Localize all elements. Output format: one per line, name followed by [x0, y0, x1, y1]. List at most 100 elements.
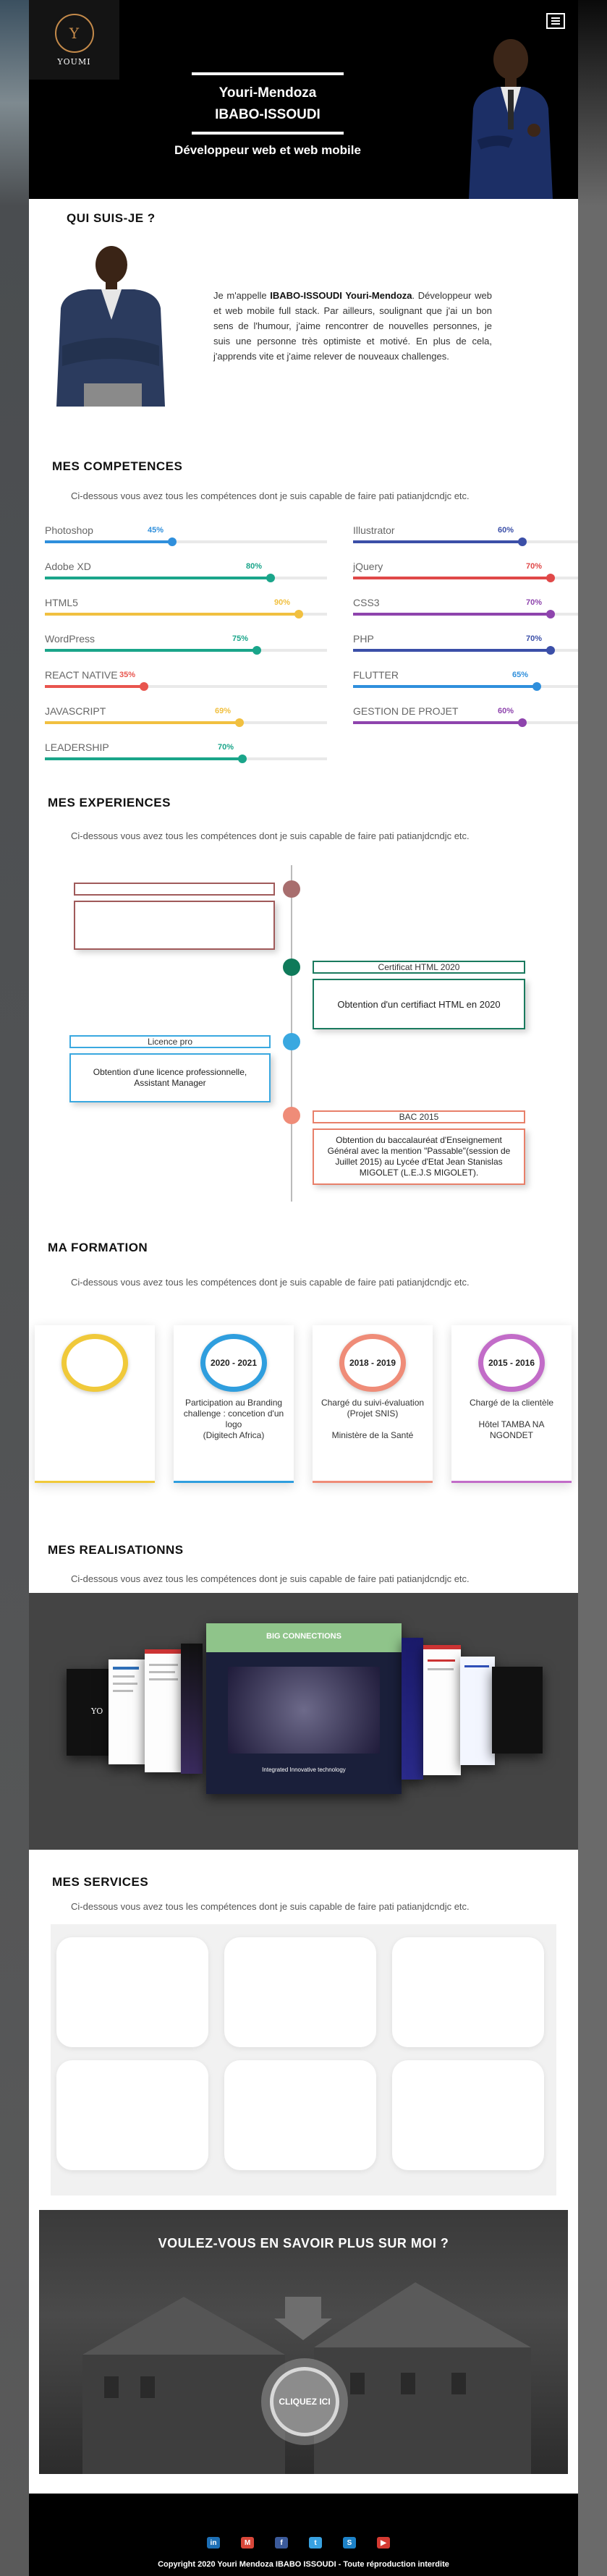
- realisations-carousel[interactable]: YO BIG CONNECTIONS Integrated Innovative…: [29, 1593, 578, 1850]
- skills-subtitle: Ci-dessous vous avez tous les compétence…: [71, 490, 470, 501]
- service-card-1[interactable]: [56, 1937, 208, 2047]
- skill-fill: [45, 540, 172, 543]
- service-card-2[interactable]: [224, 1937, 376, 2047]
- skill-left-2: Adobe XD 80%: [45, 561, 349, 590]
- skill-left-3: HTML5 90%: [45, 597, 349, 626]
- formation-card-3: 2018 - 2019 Chargé du suivi-évaluation (…: [313, 1325, 433, 1483]
- skill-handle: [252, 646, 261, 655]
- timeline-box-4: Obtention du baccalauréat d'Enseignement…: [313, 1128, 525, 1185]
- skill-handle: [546, 646, 555, 655]
- formation-bar-1: [35, 1481, 155, 1483]
- carousel-slide-center[interactable]: BIG CONNECTIONS Integrated Innovative te…: [206, 1623, 402, 1794]
- timeline-label-2: Certificat HTML 2020: [313, 961, 525, 974]
- center-slide-title: BIG CONNECTIONS: [266, 1632, 341, 1641]
- skype-icon[interactable]: S: [343, 2537, 356, 2549]
- skill-name: REACT NATIVE: [45, 669, 118, 681]
- services-title: MES SERVICES: [52, 1875, 149, 1889]
- timeline-label-4: BAC 2015: [313, 1110, 525, 1123]
- skill-fill: [353, 613, 551, 616]
- skill-right-1: Illustrator 60%: [353, 524, 578, 553]
- skill-handle: [518, 537, 527, 546]
- skill-name: jQuery: [353, 561, 383, 572]
- formation-title: MA FORMATION: [48, 1241, 148, 1254]
- skill-name: CSS3: [353, 597, 380, 608]
- formation-card-4: 2015 - 2016 Chargé de la clientèle Hôtel…: [451, 1325, 572, 1483]
- formation-text-3: Chargé du suivi-évaluation (Projet SNIS)…: [321, 1398, 425, 1440]
- skill-track: [45, 754, 327, 763]
- skill-handle: [546, 574, 555, 582]
- cta-button-label: CLIQUEZ ICI: [270, 2367, 339, 2436]
- menu-button[interactable]: [546, 13, 565, 29]
- carousel-slide-3[interactable]: [145, 1649, 184, 1772]
- skill-name: FLUTTER: [353, 669, 399, 681]
- skill-percent: 80%: [246, 562, 263, 571]
- skill-fill: [45, 685, 144, 688]
- carousel-slide-6[interactable]: [402, 1638, 423, 1780]
- skill-name: Adobe XD: [45, 561, 91, 572]
- gmail-icon[interactable]: M: [241, 2537, 254, 2549]
- skill-percent: 75%: [232, 634, 249, 643]
- hero-divider-bottom: [192, 132, 344, 135]
- skill-percent: 90%: [274, 598, 291, 607]
- skill-name: GESTION DE PROJET: [353, 705, 459, 717]
- service-card-5[interactable]: [224, 2060, 376, 2170]
- about-name: IBABO-ISSOUDI Youri-Mendoza: [270, 290, 412, 301]
- skill-right-4: PHP 70%: [353, 633, 578, 662]
- hero-portrait: [447, 29, 574, 199]
- skill-percent: 70%: [218, 743, 234, 752]
- service-card-6[interactable]: [392, 2060, 544, 2170]
- skills-title: MES COMPETENCES: [52, 459, 183, 473]
- timeline-dot-2: [283, 958, 300, 976]
- skill-handle: [235, 718, 244, 727]
- skill-left-7: LEADERSHIP 70%: [45, 741, 349, 770]
- skill-fill: [353, 577, 551, 579]
- skill-handle: [532, 682, 541, 691]
- facebook-icon[interactable]: f: [275, 2537, 288, 2549]
- hero-name-line1: Youri-Mendoza: [218, 85, 317, 101]
- experiences-title: MES EXPERIENCES: [48, 796, 171, 809]
- formation-text-2: Participation au Branding challenge : co…: [183, 1398, 284, 1440]
- skill-handle: [238, 754, 247, 763]
- linkedin-icon[interactable]: in: [207, 2537, 220, 2549]
- skill-track: [353, 718, 578, 727]
- logo[interactable]: Y YOUMI: [29, 0, 119, 80]
- carousel-slide-9[interactable]: [492, 1667, 543, 1754]
- skill-left-4: WordPress 75%: [45, 633, 349, 662]
- skill-track: [45, 610, 327, 619]
- experiences-subtitle: Ci-dessous vous avez tous les compétence…: [71, 830, 470, 841]
- cta-banner: VOULEZ-VOUS EN SAVOIR PLUS SUR MOI ? CLI…: [39, 2210, 568, 2474]
- skill-percent: 69%: [215, 707, 232, 715]
- twitter-icon[interactable]: t: [309, 2537, 322, 2549]
- skill-name: WordPress: [45, 633, 95, 645]
- service-card-3[interactable]: [392, 1937, 544, 2047]
- center-slide-caption: Integrated Innovative technology: [262, 1767, 346, 1773]
- skill-percent: 60%: [498, 707, 514, 715]
- cta-button[interactable]: CLIQUEZ ICI: [261, 2358, 348, 2445]
- formation-bar-2: [174, 1481, 294, 1483]
- skill-track: [353, 574, 578, 582]
- skill-name: Photoshop: [45, 524, 93, 536]
- carousel-slide-2[interactable]: [109, 1659, 145, 1764]
- carousel-slide-8[interactable]: [460, 1657, 495, 1765]
- skill-fill: [45, 721, 239, 724]
- carousel-slide-7[interactable]: [423, 1645, 461, 1775]
- logo-text: YOUMI: [57, 56, 91, 67]
- hero-divider-top: [192, 72, 344, 75]
- skill-right-5: FLUTTER 65%: [353, 669, 578, 698]
- timeline-box-1: [74, 901, 275, 950]
- skill-handle: [168, 537, 177, 546]
- service-card-4[interactable]: [56, 2060, 208, 2170]
- skill-fill: [45, 649, 257, 652]
- youtube-icon[interactable]: ▶: [377, 2537, 390, 2549]
- timeline-dot-1: [283, 880, 300, 898]
- skill-fill: [353, 721, 522, 724]
- formation-card-1: [35, 1325, 155, 1483]
- carousel-slide-4[interactable]: [181, 1644, 203, 1774]
- formation-subtitle: Ci-dessous vous avez tous les compétence…: [71, 1277, 470, 1288]
- skill-percent: 65%: [512, 671, 529, 679]
- logo-mark-icon: Y: [54, 13, 94, 53]
- skill-name: Illustrator: [353, 524, 395, 536]
- skill-track: [45, 718, 327, 727]
- timeline-label-1: [74, 883, 275, 896]
- skill-name: LEADERSHIP: [45, 741, 109, 753]
